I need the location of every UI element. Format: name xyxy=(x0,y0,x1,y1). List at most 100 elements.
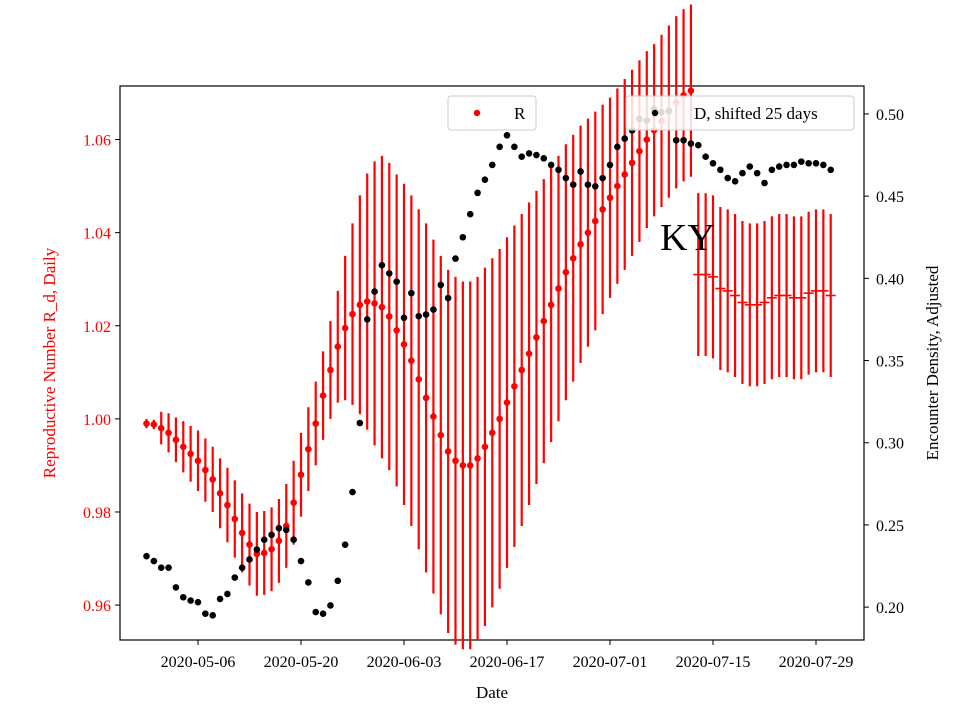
d-point xyxy=(591,182,599,190)
d-point xyxy=(400,314,408,322)
d-point xyxy=(503,132,511,139)
r-point xyxy=(518,366,526,374)
y-left-tick-label: 1.02 xyxy=(83,319,111,336)
r-point xyxy=(349,310,356,318)
r-point xyxy=(466,462,474,469)
d-point xyxy=(518,153,526,160)
r-point xyxy=(437,431,445,439)
d-point xyxy=(621,135,629,142)
y-left-tick-label: 0.96 xyxy=(83,598,111,615)
r-point xyxy=(628,159,636,167)
d-point xyxy=(452,255,459,262)
r-point xyxy=(172,436,180,444)
d-point xyxy=(444,294,452,302)
y-right-tick-label: 0.35 xyxy=(876,354,904,371)
d-point xyxy=(577,168,584,175)
y-right-axis-label: Encounter Density, Adjusted xyxy=(923,265,942,460)
d-point xyxy=(327,602,334,609)
d-point xyxy=(231,574,239,581)
r-point xyxy=(224,501,231,509)
r-point xyxy=(378,303,386,311)
r-point xyxy=(165,429,172,437)
d-point xyxy=(437,281,445,289)
r-point xyxy=(444,448,452,455)
d-point xyxy=(761,179,768,187)
d-point xyxy=(150,557,158,565)
r-point xyxy=(385,313,393,320)
r-points-group xyxy=(143,87,695,558)
d-point xyxy=(746,163,754,170)
d-point xyxy=(812,159,820,167)
r-point xyxy=(606,194,614,202)
d-point xyxy=(569,181,577,188)
d-point xyxy=(268,531,275,539)
d-point xyxy=(408,289,415,297)
d-point xyxy=(820,161,827,169)
d-point xyxy=(393,278,400,285)
d-point xyxy=(753,169,761,177)
d-point xyxy=(687,140,695,147)
r-point xyxy=(260,549,268,557)
d-point xyxy=(459,233,467,241)
r-point xyxy=(533,334,540,341)
r-point xyxy=(179,443,187,451)
r-point xyxy=(275,537,283,545)
d-point xyxy=(179,593,187,601)
r-point xyxy=(371,300,378,307)
d-point xyxy=(275,524,283,532)
r-point xyxy=(268,545,275,553)
r-point xyxy=(621,171,629,178)
d-point xyxy=(797,158,805,165)
r-point xyxy=(643,136,651,143)
r-point xyxy=(393,327,400,334)
y-right-tick-label: 0.30 xyxy=(876,436,904,453)
r-point xyxy=(231,515,239,523)
d-point xyxy=(415,312,423,320)
r-point xyxy=(150,421,158,428)
d-point xyxy=(187,597,194,604)
ky-annotation: KY xyxy=(660,217,715,259)
y-right-tick-label: 0.40 xyxy=(876,271,904,288)
y-right-tick-label: 0.45 xyxy=(876,189,904,206)
d-point xyxy=(297,557,305,565)
x-tick-label: 2020-06-17 xyxy=(470,654,545,671)
y-left-tick-label: 0.98 xyxy=(83,505,111,522)
d-point xyxy=(466,210,474,218)
r-point xyxy=(488,429,496,437)
d-point xyxy=(371,288,378,295)
r-point xyxy=(356,301,364,309)
r-point xyxy=(555,285,562,292)
r-point xyxy=(496,415,503,423)
d-point xyxy=(356,419,364,427)
r-point xyxy=(503,399,511,406)
x-tick-label: 2020-07-01 xyxy=(573,654,648,671)
d-point xyxy=(363,316,371,323)
d-point xyxy=(194,598,202,606)
d-point xyxy=(430,306,437,313)
d-point xyxy=(584,181,592,188)
r-point xyxy=(599,206,606,213)
d-point xyxy=(481,176,489,184)
r-point xyxy=(341,324,349,332)
r-point xyxy=(540,317,548,325)
d-point xyxy=(319,610,327,617)
r-point xyxy=(408,357,415,364)
legend-d: D, shifted 25 days xyxy=(625,95,855,131)
y-right-tick-label: 0.20 xyxy=(876,600,904,617)
legend-d-label: D, shifted 25 days xyxy=(694,104,818,123)
d-point xyxy=(305,579,312,586)
r-point xyxy=(202,466,209,474)
r-point xyxy=(319,392,327,399)
d-point xyxy=(672,136,680,144)
x-tick-label: 2020-06-03 xyxy=(367,654,442,671)
r-point xyxy=(157,424,165,432)
d-point xyxy=(334,577,342,585)
d-point xyxy=(312,608,320,616)
d-point xyxy=(422,311,430,318)
r-point xyxy=(474,455,481,462)
d-point xyxy=(378,261,386,269)
d-point xyxy=(282,526,290,534)
d-point xyxy=(562,174,570,182)
d-point xyxy=(739,169,746,177)
y-left-tick-label: 1.06 xyxy=(83,133,111,150)
